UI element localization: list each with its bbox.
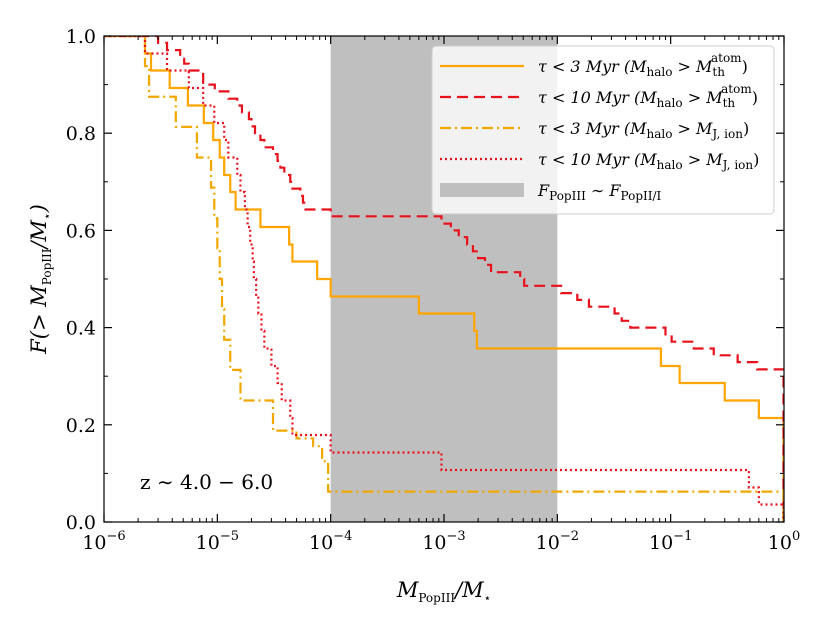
x-tick-label: 10−5 (196, 529, 239, 554)
series-line-1 (104, 36, 784, 522)
y-tick-label: 0.0 (66, 512, 96, 534)
x-axis-label: MPopIII/M⋆ (396, 578, 491, 605)
legend-label-2: τ < 3 Myr (Mhalo > MJ, ion) (538, 119, 749, 141)
legend-label-3: τ < 10 Myr (Mhalo > MJ, ion) (538, 150, 759, 172)
legend: τ < 3 Myr (Mhalo > Mthatom) τ < 10 Myr (M… (431, 45, 775, 215)
y-tick-label: 0.6 (66, 220, 96, 242)
legend-label-0: τ < 3 Myr (Mhalo > Mthatom) (538, 51, 748, 79)
y-tick-label: 0.4 (66, 318, 96, 340)
x-tick-label: 100 (768, 529, 800, 554)
x-tick-label: 10−1 (649, 529, 692, 554)
redshift-annotation: z ∼ 4.0 − 6.0 (140, 470, 273, 494)
x-tick-label: 10−4 (309, 529, 352, 554)
x-tick-label: 10−6 (82, 529, 125, 554)
series-line-2 (104, 36, 784, 522)
y-tick-label: 0.8 (66, 123, 96, 145)
legend-box (431, 45, 775, 215)
x-tick-label: 10−2 (536, 529, 579, 554)
y-tick-label: 0.2 (66, 415, 96, 437)
legend-label-1: τ < 10 Myr (Mhalo > Mthatom) (538, 82, 758, 110)
y-tick-label: 1.0 (66, 26, 96, 48)
legend-label-4: FPopIII ∼ FPopII/I (537, 181, 662, 203)
legend-swatch-shaded (440, 183, 524, 197)
series-line-0 (104, 36, 784, 522)
x-tick-label: 10−3 (422, 529, 465, 554)
y-axis-label: F(> MPopIII/M⋆) (27, 204, 54, 355)
